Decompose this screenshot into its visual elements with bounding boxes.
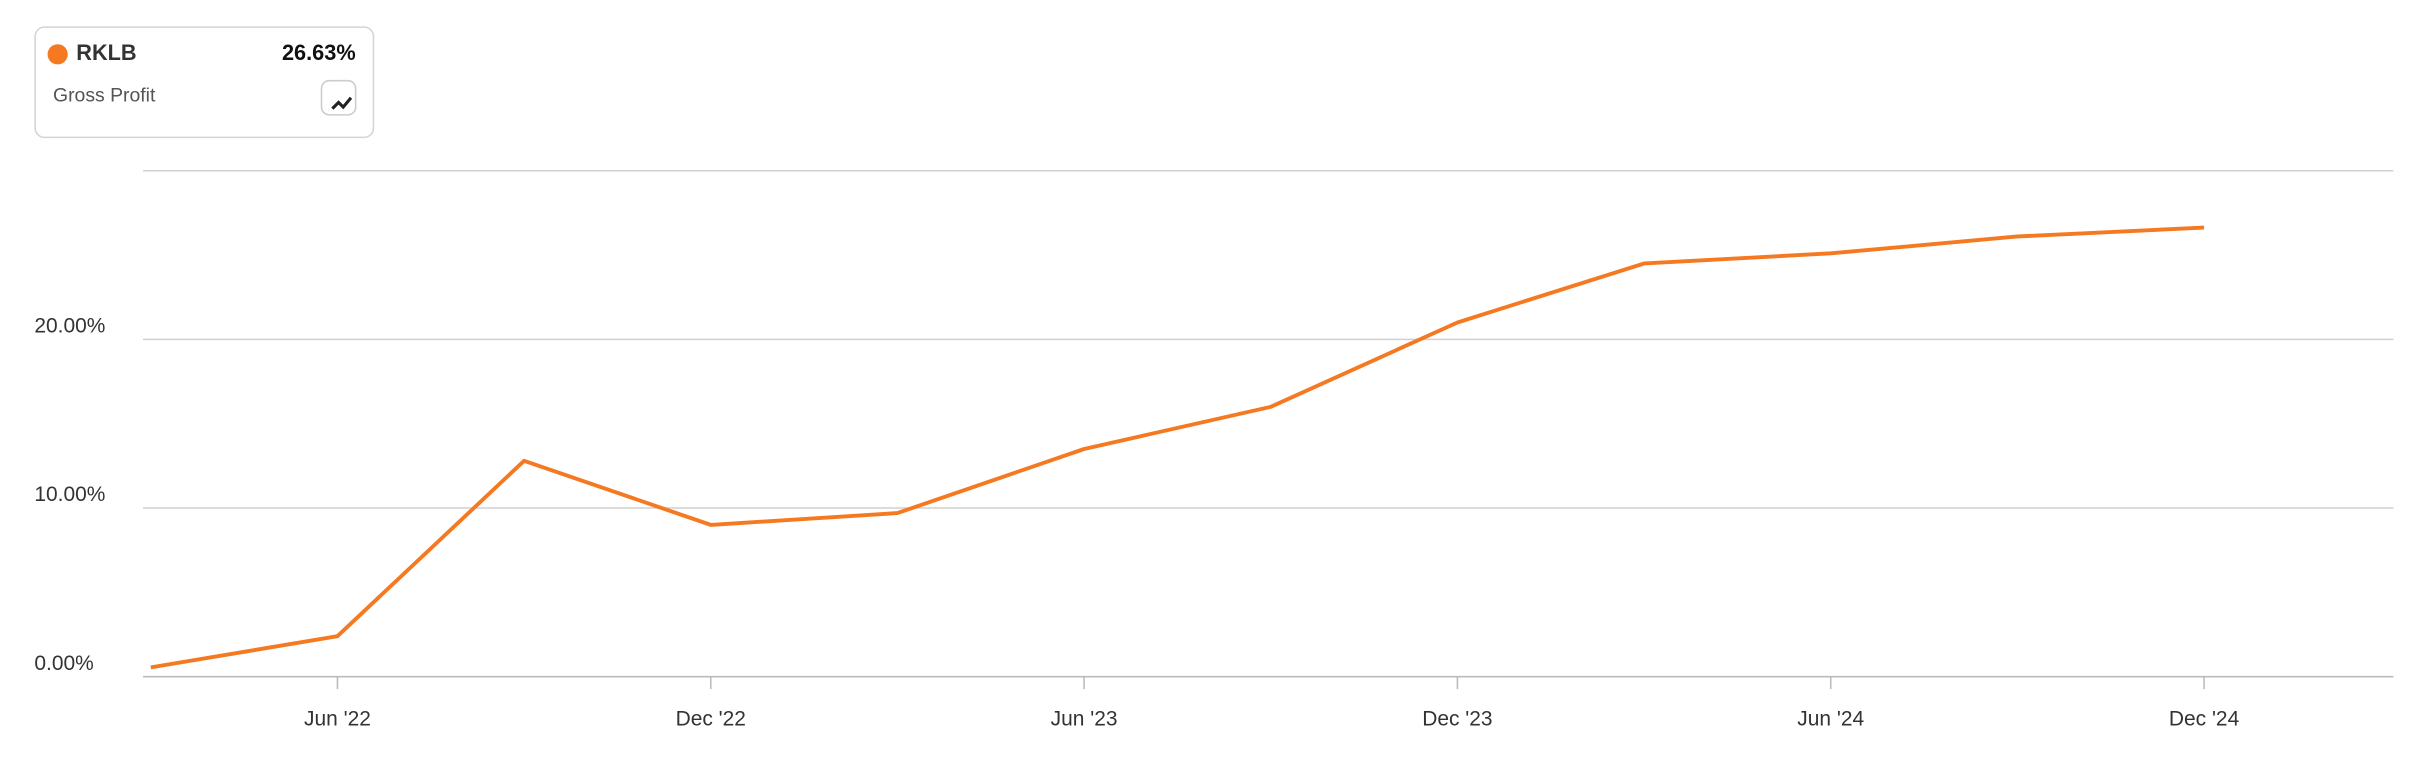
x-tick-label: Dec '22 (676, 708, 746, 731)
x-tick-label: Jun '24 (1797, 708, 1864, 731)
legend-box (34, 26, 375, 139)
x-tick-label: Jun '23 (1051, 708, 1118, 731)
legend-swatch (47, 44, 68, 65)
legend-metric: Gross Profit (53, 84, 156, 106)
line-series (150, 225, 2205, 670)
chart-type-button[interactable] (320, 79, 357, 116)
x-tick-label: Jun '22 (304, 708, 371, 731)
y-tick-label: 10.00% (34, 483, 105, 506)
y-tick-label: 20.00% (34, 314, 105, 337)
x-tick-label: Dec '24 (2169, 708, 2240, 731)
y-tick-label: 0.00% (34, 652, 93, 675)
legend-value: 26.63% (282, 40, 356, 65)
x-tick-label: Dec '23 (1422, 708, 1492, 731)
legend-name: RKLB (76, 40, 136, 65)
